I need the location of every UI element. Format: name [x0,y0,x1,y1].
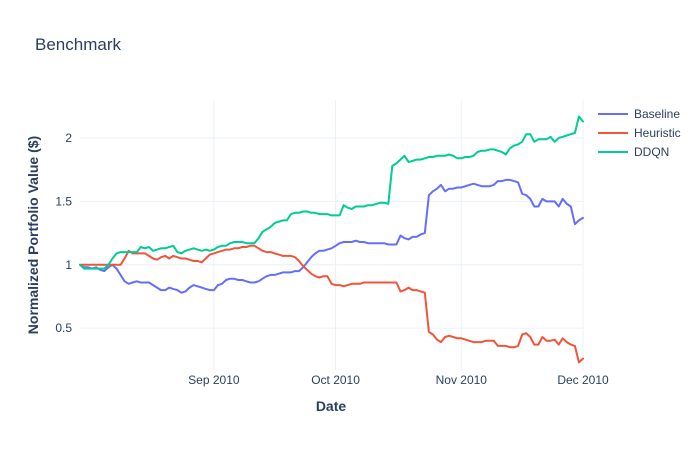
legend-item-baseline[interactable]: Baseline [598,107,680,121]
legend-label: DDQN [634,145,669,159]
legend: Baseline Heuristic DDQN [598,107,681,159]
y-tick-label: 0.5 [55,321,72,335]
series-line-baseline [79,178,584,294]
legend-item-ddqn[interactable]: DDQN [598,145,669,159]
series-lines [79,115,584,364]
plot-area [80,100,583,370]
y-tick-label: 1 [65,258,72,272]
chart-title: Benchmark [35,35,121,54]
y-tick-label: 2 [65,131,72,145]
legend-label: Heuristic [634,126,681,140]
y-axis-title: Normalized Portfolio Value ($) [25,136,41,334]
series-line-heuristic [79,244,584,364]
grid-lines [80,100,584,370]
legend-item-heuristic[interactable]: Heuristic [598,126,681,140]
x-axis-title: Date [316,398,347,414]
legend-label: Baseline [634,107,680,121]
x-axis-ticks: Sep 2010 Oct 2010 Nov 2010 Dec 2010 [188,373,609,387]
x-tick-label: Sep 2010 [188,373,240,387]
x-tick-label: Dec 2010 [557,373,609,387]
x-tick-label: Nov 2010 [436,373,488,387]
y-tick-label: 1.5 [55,194,72,208]
x-tick-label: Oct 2010 [311,373,360,387]
y-axis-ticks: 0.5 1 1.5 2 [55,131,72,335]
series-line-ddqn [79,115,584,270]
